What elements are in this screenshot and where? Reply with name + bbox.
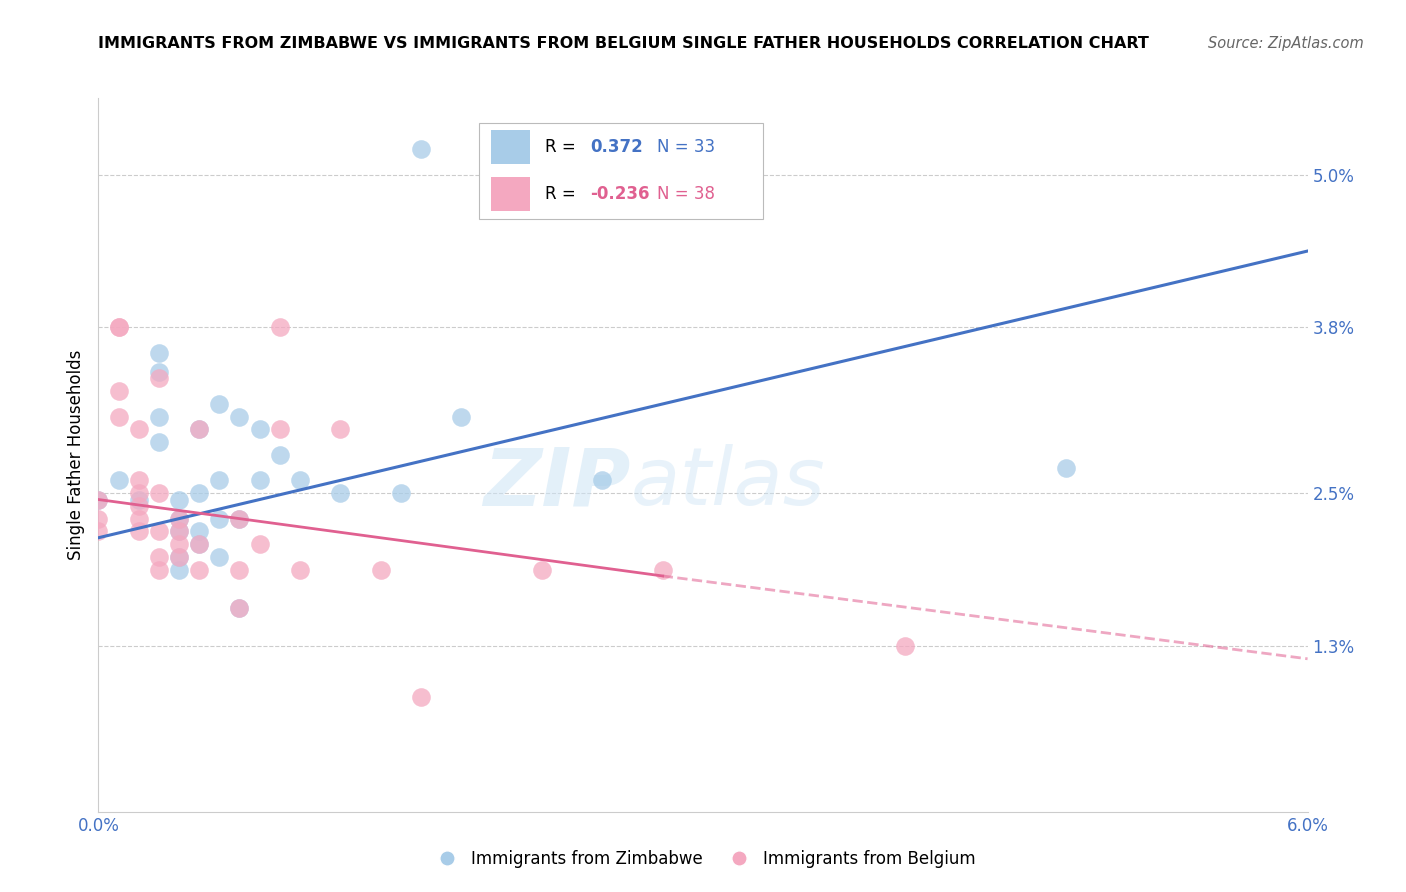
Point — [167, 549, 190, 564]
Point — [188, 422, 211, 436]
Point — [107, 384, 129, 399]
Point — [128, 524, 150, 539]
Point — [167, 492, 190, 507]
Point — [249, 474, 271, 488]
Point — [188, 486, 211, 500]
Point — [167, 511, 190, 525]
Point — [87, 492, 110, 507]
Point — [128, 474, 150, 488]
Text: -0.236: -0.236 — [591, 185, 650, 202]
Point — [269, 448, 291, 462]
Point — [530, 563, 553, 577]
Text: atlas: atlas — [630, 444, 825, 523]
Point — [188, 524, 211, 539]
Text: IMMIGRANTS FROM ZIMBABWE VS IMMIGRANTS FROM BELGIUM SINGLE FATHER HOUSEHOLDS COR: IMMIGRANTS FROM ZIMBABWE VS IMMIGRANTS F… — [98, 36, 1149, 51]
Point — [228, 511, 250, 525]
Point — [208, 397, 231, 411]
Text: ZIP: ZIP — [484, 444, 630, 523]
Point — [148, 371, 170, 385]
Point — [329, 422, 352, 436]
Point — [389, 486, 412, 500]
Point — [288, 563, 311, 577]
Point — [87, 492, 110, 507]
Text: 0.372: 0.372 — [591, 138, 644, 156]
Text: R =: R = — [544, 185, 581, 202]
Point — [148, 409, 170, 424]
Point — [167, 524, 190, 539]
FancyBboxPatch shape — [492, 130, 530, 164]
Point — [228, 563, 250, 577]
Text: N = 33: N = 33 — [657, 138, 716, 156]
Point — [148, 524, 170, 539]
Point — [893, 639, 915, 653]
Point — [228, 511, 250, 525]
Point — [1054, 460, 1077, 475]
Point — [591, 474, 613, 488]
Point — [188, 537, 211, 551]
Point — [409, 142, 432, 156]
Point — [148, 346, 170, 360]
Point — [409, 690, 432, 704]
Point — [128, 499, 150, 513]
Point — [228, 600, 250, 615]
Point — [148, 435, 170, 450]
Point — [148, 563, 170, 577]
Y-axis label: Single Father Households: Single Father Households — [67, 350, 86, 560]
Point — [128, 492, 150, 507]
Point — [228, 600, 250, 615]
Point — [167, 511, 190, 525]
Point — [167, 524, 190, 539]
Point — [288, 474, 311, 488]
Point — [188, 563, 211, 577]
Point — [128, 511, 150, 525]
Legend: Immigrants from Zimbabwe, Immigrants from Belgium: Immigrants from Zimbabwe, Immigrants fro… — [425, 844, 981, 875]
FancyBboxPatch shape — [492, 177, 530, 211]
Point — [107, 409, 129, 424]
FancyBboxPatch shape — [479, 123, 763, 219]
Point — [188, 537, 211, 551]
Point — [208, 549, 231, 564]
Point — [107, 320, 129, 334]
Point — [249, 537, 271, 551]
Point — [450, 409, 472, 424]
Point — [107, 320, 129, 334]
Point — [269, 422, 291, 436]
Point — [329, 486, 352, 500]
Text: Source: ZipAtlas.com: Source: ZipAtlas.com — [1208, 36, 1364, 51]
Point — [167, 537, 190, 551]
Text: R =: R = — [544, 138, 581, 156]
Point — [87, 524, 110, 539]
Point — [269, 320, 291, 334]
Point — [208, 474, 231, 488]
Text: N = 38: N = 38 — [657, 185, 716, 202]
Point — [148, 486, 170, 500]
Point — [87, 511, 110, 525]
Point — [208, 511, 231, 525]
Point — [228, 409, 250, 424]
Point — [651, 563, 673, 577]
Point — [167, 549, 190, 564]
Point — [128, 422, 150, 436]
Point — [148, 549, 170, 564]
Point — [128, 486, 150, 500]
Point — [148, 365, 170, 379]
Point — [370, 563, 392, 577]
Point — [249, 422, 271, 436]
Point — [167, 563, 190, 577]
Point — [107, 474, 129, 488]
Point — [188, 422, 211, 436]
